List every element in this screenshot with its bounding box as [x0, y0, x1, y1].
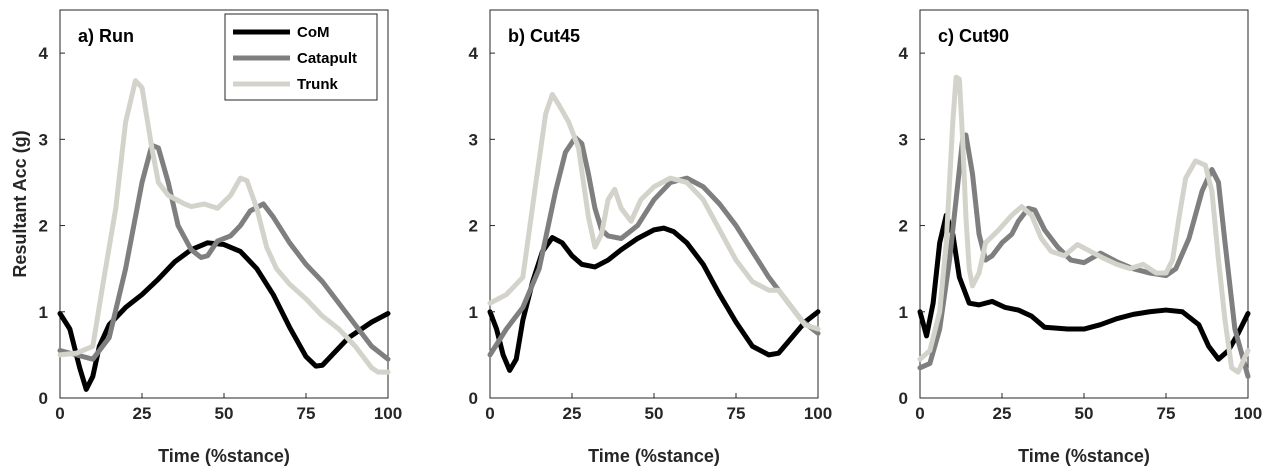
series-line-catapult: [487, 135, 821, 358]
x-tick-label: 100: [374, 404, 402, 423]
series-line-com: [487, 225, 821, 373]
y-tick-label: 2: [469, 217, 478, 236]
panel-title: c) Cut90: [938, 26, 1009, 46]
y-tick-label: 4: [899, 44, 909, 63]
x-axis-label: Time (%stance): [588, 446, 720, 466]
y-tick-label: 0: [469, 389, 478, 408]
series-line-catapult: [57, 142, 391, 362]
y-tick-label: 1: [469, 303, 478, 322]
legend-item-catapult: Catapult: [233, 50, 357, 67]
y-tick-label: 4: [39, 44, 49, 63]
series-line-trunk: [917, 74, 1251, 375]
legend-label: Trunk: [297, 76, 338, 93]
panel-title: b) Cut45: [508, 26, 580, 46]
series-line-com: [57, 240, 391, 392]
x-tick-label: 50: [1075, 404, 1094, 423]
x-tick-label: 50: [645, 404, 664, 423]
legend-label: Catapult: [297, 50, 357, 67]
x-tick-label: 0: [55, 404, 64, 423]
x-tick-label: 25: [133, 404, 152, 423]
y-tick-label: 2: [39, 217, 48, 236]
x-tick-label: 100: [804, 404, 832, 423]
legend: CoM Catapult Trunk: [224, 13, 378, 101]
y-tick-label: 2: [899, 217, 908, 236]
x-tick-label: 75: [1157, 404, 1176, 423]
y-tick-label: 3: [899, 130, 908, 149]
x-tick-label: 0: [915, 404, 924, 423]
x-tick-label: 25: [993, 404, 1012, 423]
x-axis-label: Time (%stance): [158, 446, 290, 466]
panel-title: a) Run: [78, 26, 134, 46]
y-tick-label: 1: [899, 303, 908, 322]
y-tick-label: 1: [39, 303, 48, 322]
x-tick-label: 75: [727, 404, 746, 423]
y-tick-label: 4: [469, 44, 479, 63]
y-tick-label: 0: [899, 389, 908, 408]
legend-label: CoM: [297, 24, 330, 41]
x-tick-label: 50: [215, 404, 234, 423]
legend-item-trunk: Trunk: [233, 76, 338, 93]
y-tick-label: 3: [39, 130, 48, 149]
y-tick-label: 3: [469, 130, 478, 149]
y-tick-label: 0: [39, 389, 48, 408]
series-line-trunk: [57, 78, 391, 375]
legend-item-com: CoM: [233, 24, 330, 41]
x-tick-label: 100: [1234, 404, 1262, 423]
series-line-trunk: [487, 92, 821, 332]
panel-3: 0 25 50 75 100 0 1 2 3 4 c) Cut90 Time (%stance): [899, 9, 1262, 466]
y-axis-label: Resultant Acc (g): [10, 130, 30, 277]
x-tick-label: 75: [297, 404, 316, 423]
x-tick-label: 0: [485, 404, 494, 423]
x-axis-label: Time (%stance): [1018, 446, 1150, 466]
panel-2: 0 25 50 75 100 0 1 2 3 4 b) Cut45 Time (%stance): [469, 9, 832, 466]
x-tick-label: 25: [563, 404, 582, 423]
